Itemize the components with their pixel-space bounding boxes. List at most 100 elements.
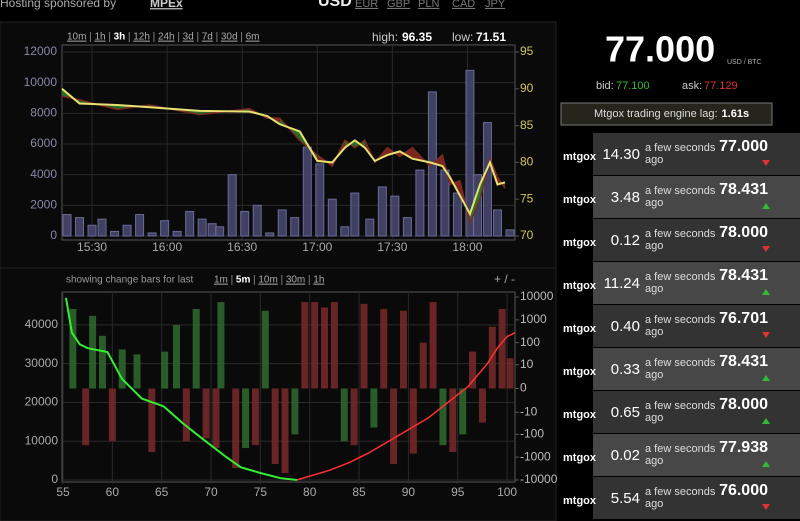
- bid-value: 77.100: [616, 80, 650, 92]
- bar: [315, 163, 325, 237]
- x-tick-label: 18:00: [452, 240, 482, 254]
- x-tick-label: 17:00: [302, 240, 332, 254]
- bar: [429, 302, 437, 389]
- y2-tick-label: 80: [520, 155, 534, 169]
- bar: [301, 302, 309, 389]
- exchange: mtgox: [563, 366, 597, 378]
- bar: [212, 388, 220, 449]
- bar: [87, 224, 97, 237]
- bar: [415, 169, 425, 237]
- trade-time: a few seconds ago: [645, 185, 716, 209]
- currency-link[interactable]: PLN: [418, 0, 439, 10]
- range-button[interactable]: 10m: [67, 32, 86, 43]
- ask-value: 77.129: [704, 80, 738, 92]
- sponsor-link[interactable]: MPEx: [150, 0, 183, 10]
- last-price: 77.000: [605, 29, 715, 70]
- exchange: mtgox: [563, 151, 597, 163]
- bar: [217, 302, 225, 389]
- y2-tick-label: 90: [520, 81, 534, 95]
- x-tick-label: 75: [254, 485, 268, 499]
- trade-row: [593, 348, 800, 390]
- bar: [185, 210, 195, 237]
- trade-time-box: a few seconds ago: [645, 314, 716, 338]
- currency-link[interactable]: EUR: [355, 0, 378, 10]
- range-button[interactable]: 3d: [183, 32, 194, 43]
- range-button[interactable]: 24h: [158, 32, 175, 43]
- y2-tick-label: -100: [520, 427, 544, 441]
- bar: [147, 232, 157, 237]
- low-value: 71.51: [476, 30, 506, 44]
- y2-tick-label: 100: [520, 335, 540, 349]
- lag-value: 1.61s: [722, 108, 750, 120]
- trade-row: [593, 219, 800, 261]
- trend-arrow: [762, 461, 770, 467]
- trade-amount: 0.12: [611, 232, 640, 249]
- bar: [478, 388, 486, 423]
- bar: [277, 209, 287, 237]
- x-tick-label: 80: [303, 485, 317, 499]
- range-button[interactable]: 7d: [202, 32, 213, 43]
- y-tick-label: 4000: [30, 167, 57, 181]
- trend-arrow: [762, 160, 770, 166]
- bar: [122, 224, 132, 237]
- range-button[interactable]: 30d: [221, 32, 238, 43]
- range-button[interactable]: 6m: [246, 32, 260, 43]
- y-tick-label: 0: [51, 472, 58, 486]
- currency-link[interactable]: USD: [318, 0, 352, 10]
- bar: [75, 217, 85, 237]
- bar: [402, 217, 412, 237]
- bar: [311, 302, 319, 389]
- bar: [459, 388, 467, 435]
- y2-tick-label: 10: [520, 357, 534, 371]
- x-tick-label: 60: [106, 485, 120, 499]
- trade-time: a few seconds ago: [645, 314, 716, 338]
- x-tick-label: 55: [56, 485, 70, 499]
- trade-price: 78.431: [719, 353, 768, 370]
- currency-link[interactable]: CAD: [452, 0, 475, 10]
- currency-link[interactable]: JPY: [485, 0, 506, 10]
- trade-row: [593, 434, 800, 476]
- bar: [452, 192, 462, 237]
- range-button[interactable]: 3h: [114, 32, 126, 43]
- range-button[interactable]: 30m: [286, 275, 305, 286]
- y-tick-label: 20000: [25, 395, 59, 409]
- y2-tick-label: -1000: [520, 449, 551, 463]
- bar: [62, 214, 72, 237]
- high-label: high:: [372, 30, 398, 44]
- bar: [89, 315, 97, 389]
- bar: [251, 388, 259, 446]
- bar: [197, 218, 207, 237]
- trade-amount: 0.33: [611, 361, 640, 378]
- zoom-toggle[interactable]: + / -: [494, 272, 515, 286]
- y-tick-label: 10000: [24, 75, 58, 89]
- bar: [271, 388, 279, 465]
- range-button[interactable]: 1h: [313, 275, 324, 286]
- bar: [380, 308, 388, 389]
- bar: [172, 230, 182, 237]
- lag-box: [560, 102, 773, 126]
- bar: [365, 218, 375, 237]
- y-tick-label: 12000: [24, 44, 58, 58]
- trade-row: [593, 133, 800, 175]
- y-tick-label: 10000: [25, 433, 59, 447]
- bar: [110, 230, 120, 237]
- trade-price: 76.000: [719, 482, 768, 499]
- bar: [265, 232, 275, 237]
- range-button[interactable]: 12h: [133, 32, 150, 43]
- trade-time: a few seconds ago: [645, 486, 716, 510]
- currency-link[interactable]: GBP: [387, 0, 410, 10]
- bar: [192, 308, 200, 389]
- bar: [506, 358, 514, 389]
- trade-time: a few seconds ago: [645, 142, 716, 166]
- range-button[interactable]: 1m: [214, 275, 228, 286]
- trade-time: a few seconds ago: [645, 357, 716, 381]
- range-button[interactable]: 5m: [236, 275, 251, 286]
- trade-time: a few seconds ago: [645, 400, 716, 424]
- range-button[interactable]: 10m: [258, 275, 277, 286]
- bar: [232, 388, 240, 469]
- range-button[interactable]: 1h: [94, 32, 105, 43]
- bar: [419, 342, 427, 389]
- x-tick-label: 100: [497, 485, 517, 499]
